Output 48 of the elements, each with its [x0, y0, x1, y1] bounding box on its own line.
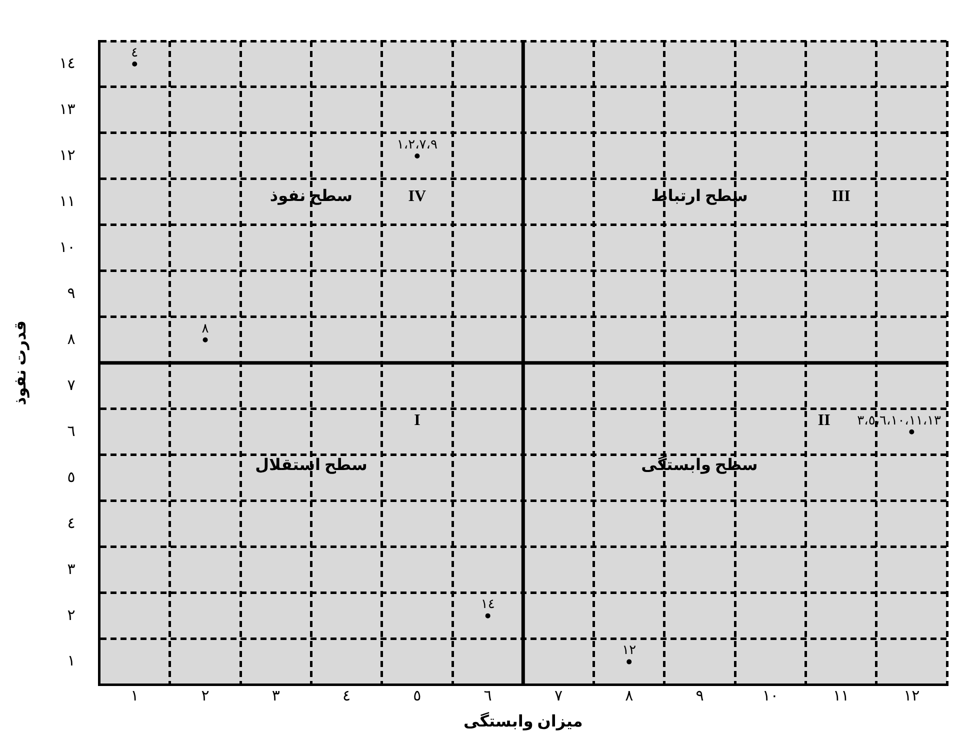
point — [626, 659, 632, 664]
point — [202, 337, 208, 342]
annotation: I — [414, 412, 420, 429]
annotation: سطح نفوذ — [270, 188, 353, 205]
y-tick-label: ١٢ — [59, 148, 76, 164]
annotation: III — [832, 188, 850, 205]
y-tick-label: ٥ — [67, 470, 76, 486]
y-tick-label: ٤ — [67, 516, 76, 532]
x-tick-label: ٤ — [342, 688, 351, 705]
annotation: ٨ — [202, 320, 209, 336]
y-tick-label: ٣ — [67, 562, 76, 578]
x-tick-label: ١٢ — [904, 688, 920, 705]
annotation: ٤ — [131, 44, 138, 60]
annotation: II — [818, 412, 830, 429]
y-tick-label: ١٣ — [59, 102, 76, 118]
point — [485, 613, 490, 618]
x-tick-label: ١١ — [832, 688, 850, 705]
x-tick-label: ٣ — [272, 688, 280, 705]
x-tick-label: ٦ — [484, 688, 492, 705]
y-axis-title: قدرت نفوذ — [12, 320, 30, 406]
x-axis-title: میزان وابستگی — [464, 712, 583, 731]
x-tick-label: ٩ — [696, 688, 704, 705]
annotation: سطح ارتباط — [651, 188, 748, 205]
y-tick-label: ٢ — [67, 608, 76, 624]
x-tick-label: ٥ — [413, 688, 422, 705]
x-tick-label: ٨ — [625, 688, 634, 705]
annotation: ١،٢،٧،٩ — [396, 136, 438, 152]
y-tick-label: ٧ — [67, 378, 76, 394]
annotation: ١٢ — [622, 642, 636, 658]
annotation: IV — [408, 188, 427, 205]
x-tick-label: ١٠ — [762, 688, 778, 705]
x-tick-label: ١ — [130, 688, 139, 705]
y-tick-label: ١٠ — [59, 240, 76, 256]
y-tick-label: ٩ — [67, 286, 76, 302]
y-tick-label: ١٤ — [59, 56, 76, 72]
y-tick-label: ٦ — [67, 424, 76, 440]
y-tick-label: ١١ — [59, 194, 76, 210]
point — [132, 61, 138, 66]
x-tick-label: ٢ — [201, 688, 210, 705]
annotation: ٣،٥،٦،١٠،١١،١٣ — [857, 412, 942, 428]
point — [909, 429, 914, 434]
annotation: سطح استقلال — [255, 457, 368, 474]
x-tick-label: ٧ — [554, 688, 563, 705]
annotation: سطح وابستگی — [641, 455, 758, 474]
annotation: ١٤ — [480, 596, 495, 612]
point — [414, 153, 420, 158]
y-tick-label: ٨ — [67, 332, 76, 348]
y-tick-label: ١ — [67, 654, 76, 670]
